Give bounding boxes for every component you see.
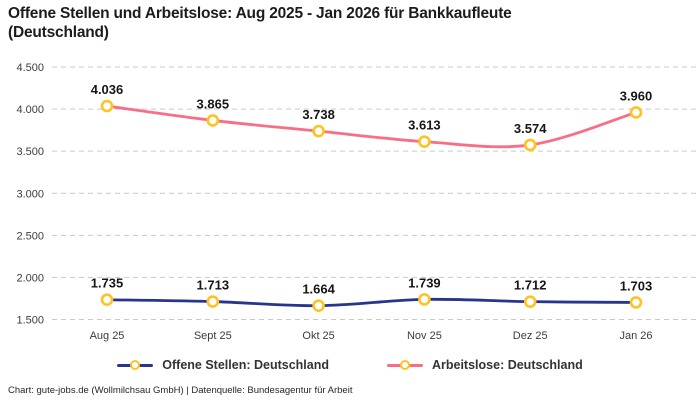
data-point-marker (629, 296, 643, 309)
data-point-label: 3.613 (408, 118, 441, 133)
legend-label: Arbeitslose: Deutschland (431, 358, 583, 372)
x-tick-label: Sept 25 (194, 330, 232, 342)
y-tick-label: 2.500 (16, 230, 44, 242)
data-point-marker (418, 293, 431, 306)
legend-line-icon (386, 360, 423, 370)
legend-marker-icon (130, 360, 141, 370)
chart-title: Offene Stellen und Arbeitslose: Aug 2025… (8, 5, 512, 42)
data-point-label: 4.036 (91, 82, 124, 97)
y-tick-label: 3.500 (16, 146, 44, 158)
data-point-label: 3.960 (620, 88, 653, 103)
data-point-label: 1.739 (408, 275, 441, 290)
x-tick-label: Jan 26 (619, 330, 652, 342)
legend-line-icon (117, 360, 154, 370)
data-point-label: 1.713 (197, 278, 230, 293)
data-point-marker (629, 106, 643, 119)
x-tick-label: Okt 25 (302, 330, 334, 342)
data-point-marker (206, 295, 220, 308)
data-point-label: 3.738 (302, 107, 335, 122)
data-point-marker (100, 293, 114, 307)
data-point-marker (523, 295, 537, 308)
data-point-marker (418, 135, 431, 148)
legend: Offene Stellen: Deutschland Arbeitslose:… (0, 358, 700, 372)
y-tick-label: 2.000 (16, 272, 44, 284)
y-tick-label: 4.500 (16, 62, 44, 74)
y-tick-label: 4.000 (16, 104, 44, 116)
data-point-marker (206, 114, 220, 127)
data-point-label: 1.703 (620, 278, 653, 293)
legend-marker-icon (399, 360, 410, 370)
chart-footer: Chart: gute-jobs.de (Wollmilchsau GmbH) … (8, 385, 353, 396)
data-point-marker (523, 138, 537, 152)
series-line (105, 104, 638, 149)
x-tick-label: Dez 25 (513, 330, 548, 342)
data-point-label: 1.664 (302, 282, 335, 297)
x-tick-label: Nov 25 (407, 330, 442, 342)
series-line (105, 297, 638, 308)
legend-label: Offene Stellen: Deutschland (162, 358, 329, 372)
y-tick-label: 1.500 (16, 315, 44, 327)
y-tick-label: 3.000 (16, 188, 44, 200)
data-point-marker (100, 99, 114, 113)
data-point-marker (312, 299, 325, 312)
data-point-label: 1.712 (514, 278, 547, 293)
data-point-marker (312, 124, 325, 138)
x-tick-label: Aug 25 (90, 330, 125, 342)
data-point-label: 3.574 (514, 121, 547, 136)
legend-item-offene-stellen: Offene Stellen: Deutschland (117, 358, 329, 372)
data-point-label: 3.865 (197, 96, 230, 111)
data-point-label: 1.735 (91, 276, 124, 291)
legend-item-arbeitslose: Arbeitslose: Deutschland (386, 358, 583, 372)
